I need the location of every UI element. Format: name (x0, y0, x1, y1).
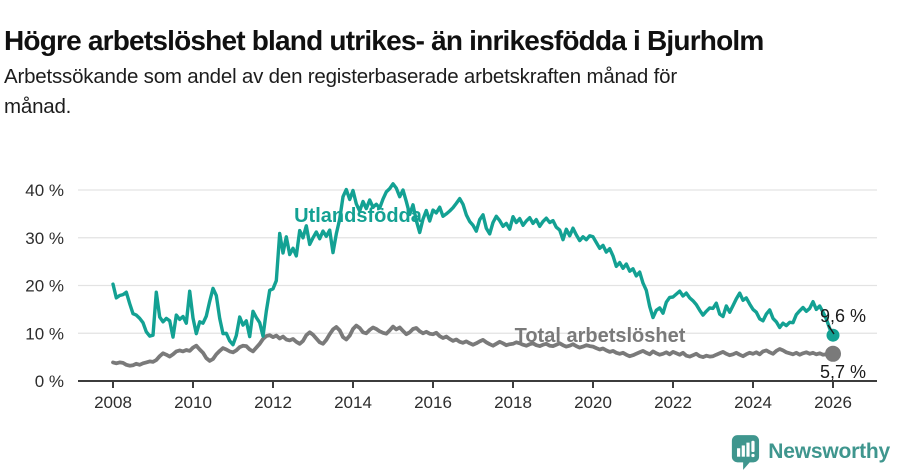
end-dot-total (825, 345, 841, 362)
exclamation-stem (751, 440, 755, 452)
x-tick-label: 2024 (734, 393, 772, 412)
x-tick-label: 2020 (574, 393, 612, 412)
x-tick-label: 2018 (494, 393, 532, 412)
y-axis-labels: 0 % 10 % 20 % 30 % 40 % (25, 181, 64, 391)
series-paths (111, 182, 841, 368)
x-tick-label: 2026 (814, 393, 852, 412)
series-label-utlandsfodda: Utlandsfödda (294, 205, 423, 227)
subtitle-line-1: Arbetssökande som andel av den registerb… (4, 65, 677, 88)
x-axis-labels: 2008 2010 2012 2014 2016 2018 2020 2022 2024 2026 (94, 393, 852, 412)
brand-wordmark: Newsworthy (768, 440, 890, 463)
speech-bubble-shape (732, 435, 760, 470)
line-total (111, 323, 835, 368)
newsworthy-logo-icon (732, 435, 760, 470)
chart-canvas: 0 % 10 % 20 % 30 % 40 % 2008 2010 2012 2014 2016… (25, 181, 877, 412)
brand-footer: Newsworthy (730, 434, 890, 470)
y-tick-label: 20 % (25, 277, 64, 296)
x-axis (78, 380, 877, 388)
y-tick-label: 40 % (25, 181, 64, 200)
x-tick-label: 2012 (254, 393, 292, 412)
end-label-connector (827, 324, 835, 335)
x-tick-label: 2010 (174, 393, 212, 412)
chart-subtitle: Arbetssökande som andel av den registerb… (4, 62, 824, 122)
subtitle-line-2: månad. (4, 95, 72, 118)
page-title: Högre arbetslöshet bland utrikes- än inr… (4, 24, 764, 56)
line-chart: 0 % 10 % 20 % 30 % 40 % 2008 2010 2012 2014 2016… (0, 150, 900, 430)
exclamation-dot (751, 453, 755, 458)
end-dot-utlandsfodda (826, 328, 840, 342)
end-value-utlandsfodda: 9,6 % (820, 306, 866, 326)
x-tick-label: 2008 (94, 393, 132, 412)
y-tick-label: 30 % (25, 229, 64, 248)
y-tick-label: 0 % (35, 372, 64, 391)
x-tick-label: 2014 (334, 393, 372, 412)
y-tick-label: 10 % (25, 324, 64, 343)
bar-chart-bar-3 (746, 442, 750, 457)
x-tick-label: 2016 (414, 393, 452, 412)
series-label-total: Total arbetslöshet (515, 325, 686, 347)
end-value-total: 5,7 % (820, 362, 866, 382)
x-tick-label: 2022 (654, 393, 692, 412)
line-utlandsfodda (111, 182, 835, 347)
bar-chart-bar-2 (742, 445, 746, 457)
bar-chart-bar-1 (737, 448, 741, 457)
gridlines (78, 189, 877, 334)
